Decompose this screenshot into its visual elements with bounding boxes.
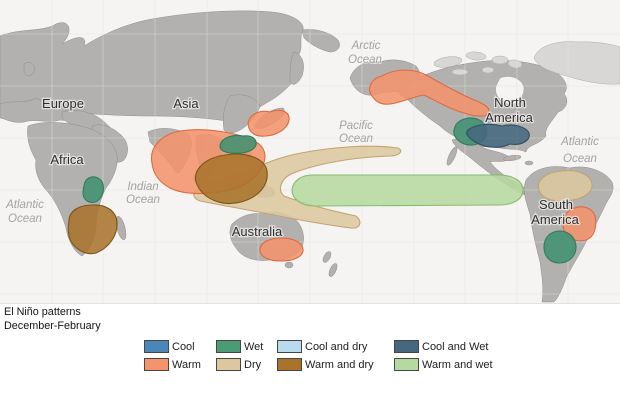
label-europe: Europe xyxy=(42,96,84,111)
label-australia: Australia xyxy=(232,224,283,239)
landmass-cuba xyxy=(502,154,522,162)
world-map: Arctic Ocean Pacific Ocean Indian Ocean … xyxy=(0,0,620,303)
legend-item-dry: Dry xyxy=(216,358,263,371)
legend-item-warm: Warm xyxy=(144,358,201,371)
legend-item-warm-and-wet: Warm and wet xyxy=(394,358,493,371)
landmass-hispaniola xyxy=(524,160,534,166)
caption-subtitle: December-February xyxy=(4,320,101,332)
legend-column-2: Wet Dry xyxy=(216,340,263,371)
landmass-new-zealand-north xyxy=(322,251,332,263)
climate-regions xyxy=(67,69,597,264)
region-southern-china xyxy=(219,134,257,154)
region-northern-south-america xyxy=(537,170,593,202)
ocean-labels: Arctic Ocean Pacific Ocean Indian Ocean … xyxy=(4,39,600,226)
legend-label-warm-and-dry: Warm and dry xyxy=(305,358,374,371)
legend-swatch-cool xyxy=(144,340,169,353)
region-southeastern-australia xyxy=(259,237,304,262)
label-africa: Africa xyxy=(50,152,84,167)
legend-column-1: Cool Warm xyxy=(144,340,201,371)
label-atlantic-north-line1: Atlantic xyxy=(560,136,599,148)
legend-item-cool-and-wet: Cool and Wet xyxy=(394,340,493,353)
legend-swatch-warm-and-dry xyxy=(277,358,302,371)
region-southeastern-south-america xyxy=(562,206,597,242)
label-atlantic-south-line1: Atlantic xyxy=(5,199,44,211)
legend-column-3: Cool and dry Warm and dry xyxy=(277,340,374,371)
region-maritime-continent xyxy=(195,153,268,204)
landmass-greenland xyxy=(533,41,620,85)
label-atlantic-south-line2: Ocean xyxy=(8,213,42,225)
region-argentina-uruguay xyxy=(543,230,577,264)
label-asia: Asia xyxy=(173,96,199,111)
caption: El Niño patterns December-February xyxy=(4,305,101,333)
canadian-arctic-islands xyxy=(433,51,523,76)
landmass-east-china xyxy=(223,94,261,134)
label-atlantic-north-line2: Ocean xyxy=(563,153,597,165)
region-alaska-northwest-canada xyxy=(369,69,490,117)
landmass-eurasia xyxy=(0,10,304,123)
landmass-baja xyxy=(446,146,458,166)
legend-label-cool-and-wet: Cool and Wet xyxy=(422,340,489,353)
label-arctic-ocean-line1: Arctic xyxy=(351,40,381,52)
legend-swatch-warm xyxy=(144,358,169,371)
landmass-chukotka xyxy=(301,29,340,53)
legend-label-dry: Dry xyxy=(244,358,262,371)
landmass-kamchatka xyxy=(289,51,304,85)
legend-label-cool: Cool xyxy=(172,340,195,353)
legend-column-4: Cool and Wet Warm and wet xyxy=(394,340,493,371)
legend-swatch-cool-and-wet xyxy=(394,340,419,353)
label-north-america-line2: America xyxy=(485,110,533,125)
region-japan-korea xyxy=(247,109,290,137)
label-south-america-line2: America xyxy=(531,212,579,227)
region-east-africa xyxy=(82,176,104,204)
label-indian-ocean-line1: Indian xyxy=(127,181,158,193)
legend-item-warm-and-dry: Warm and dry xyxy=(277,358,374,371)
caption-title: El Niño patterns xyxy=(4,306,81,318)
label-pacific-ocean-line1: Pacific xyxy=(339,120,373,132)
legend-label-cool-and-dry: Cool and dry xyxy=(305,340,368,353)
region-southern-us-gulf xyxy=(466,123,530,148)
legend-swatch-wet xyxy=(216,340,241,353)
legend-item-wet: Wet xyxy=(216,340,263,353)
legend-swatch-warm-and-wet xyxy=(394,358,419,371)
label-south-america-line1: South xyxy=(539,197,573,212)
label-north-america-line1: North xyxy=(494,95,526,110)
world-map-area: Arctic Ocean Pacific Ocean Indian Ocean … xyxy=(0,0,620,304)
legend-item-cool: Cool xyxy=(144,340,201,353)
label-pacific-ocean-line2: Ocean xyxy=(339,133,373,145)
label-indian-ocean-line2: Ocean xyxy=(126,194,160,206)
label-arctic-ocean-line2: Ocean xyxy=(348,54,382,66)
legend-label-warm: Warm xyxy=(172,358,201,371)
legend-swatch-dry xyxy=(216,358,241,371)
landmass-new-zealand-south xyxy=(328,263,338,277)
region-equatorial-pacific xyxy=(291,174,524,207)
landmass-tasmania xyxy=(284,261,294,269)
legend-label-warm-and-wet: Warm and wet xyxy=(422,358,493,371)
landmass-british-isles xyxy=(23,62,35,76)
continent-labels: Europe Asia Africa Australia North Ameri… xyxy=(41,94,581,241)
legend-label-wet: Wet xyxy=(244,340,264,353)
region-southern-africa xyxy=(67,204,118,255)
legend-swatch-cool-and-dry xyxy=(277,340,302,353)
legend-item-cool-and-dry: Cool and dry xyxy=(277,340,374,353)
